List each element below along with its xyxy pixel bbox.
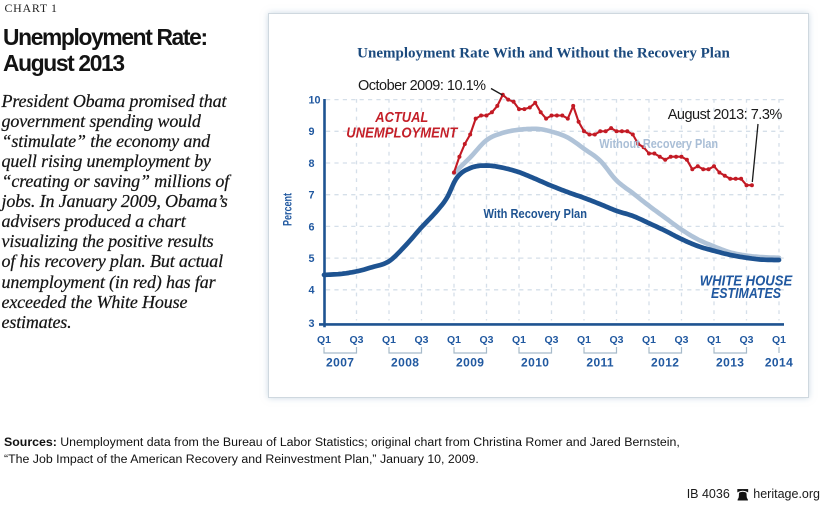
svg-text:Q1: Q1	[447, 334, 461, 346]
svg-text:Q1: Q1	[772, 334, 786, 346]
svg-text:WHITE HOUSE: WHITE HOUSE	[700, 274, 794, 290]
svg-text:Q1: Q1	[512, 334, 526, 346]
svg-text:Q1: Q1	[382, 334, 396, 346]
svg-text:3: 3	[309, 318, 315, 330]
svg-text:7: 7	[309, 190, 315, 202]
svg-text:Unemployment Rate With and Wit: Unemployment Rate With and Without the R…	[357, 46, 730, 62]
svg-text:With Recovery Plan: With Recovery Plan	[484, 206, 588, 221]
svg-text:UNEMPLOYMENT: UNEMPLOYMENT	[346, 125, 458, 141]
svg-text:2008: 2008	[391, 356, 419, 370]
svg-text:5: 5	[309, 253, 315, 265]
svg-text:2011: 2011	[586, 356, 614, 370]
svg-text:Without Recovery Plan: Without Recovery Plan	[599, 136, 718, 151]
svg-text:October 2009: 10.1%: October 2009: 10.1%	[358, 78, 486, 94]
svg-text:2007: 2007	[326, 356, 354, 370]
svg-text:Q3: Q3	[544, 334, 558, 346]
svg-text:10: 10	[309, 95, 321, 107]
svg-text:Q3: Q3	[414, 334, 428, 346]
svg-text:Q3: Q3	[479, 334, 493, 346]
svg-text:6: 6	[309, 221, 315, 233]
svg-text:ACTUAL: ACTUAL	[374, 110, 428, 126]
svg-text:Q1: Q1	[707, 334, 721, 346]
svg-text:9: 9	[309, 126, 315, 138]
svg-text:Percent: Percent	[283, 193, 295, 226]
svg-text:Q3: Q3	[349, 334, 363, 346]
svg-text:Q3: Q3	[674, 334, 688, 346]
svg-text:August 2013: 7.3%: August 2013: 7.3%	[668, 107, 783, 123]
svg-text:2010: 2010	[521, 356, 549, 370]
svg-text:Q1: Q1	[317, 334, 331, 346]
svg-text:Q3: Q3	[739, 334, 753, 346]
svg-text:Q1: Q1	[642, 334, 656, 346]
svg-text:2013: 2013	[716, 356, 744, 370]
svg-text:2009: 2009	[456, 356, 484, 370]
svg-text:8: 8	[309, 158, 315, 170]
svg-text:ESTIMATES: ESTIMATES	[711, 286, 781, 302]
svg-text:4: 4	[309, 285, 315, 297]
svg-text:2014: 2014	[765, 356, 793, 370]
svg-text:Q3: Q3	[609, 334, 623, 346]
svg-text:2012: 2012	[651, 356, 679, 370]
svg-text:Q1: Q1	[577, 334, 591, 346]
